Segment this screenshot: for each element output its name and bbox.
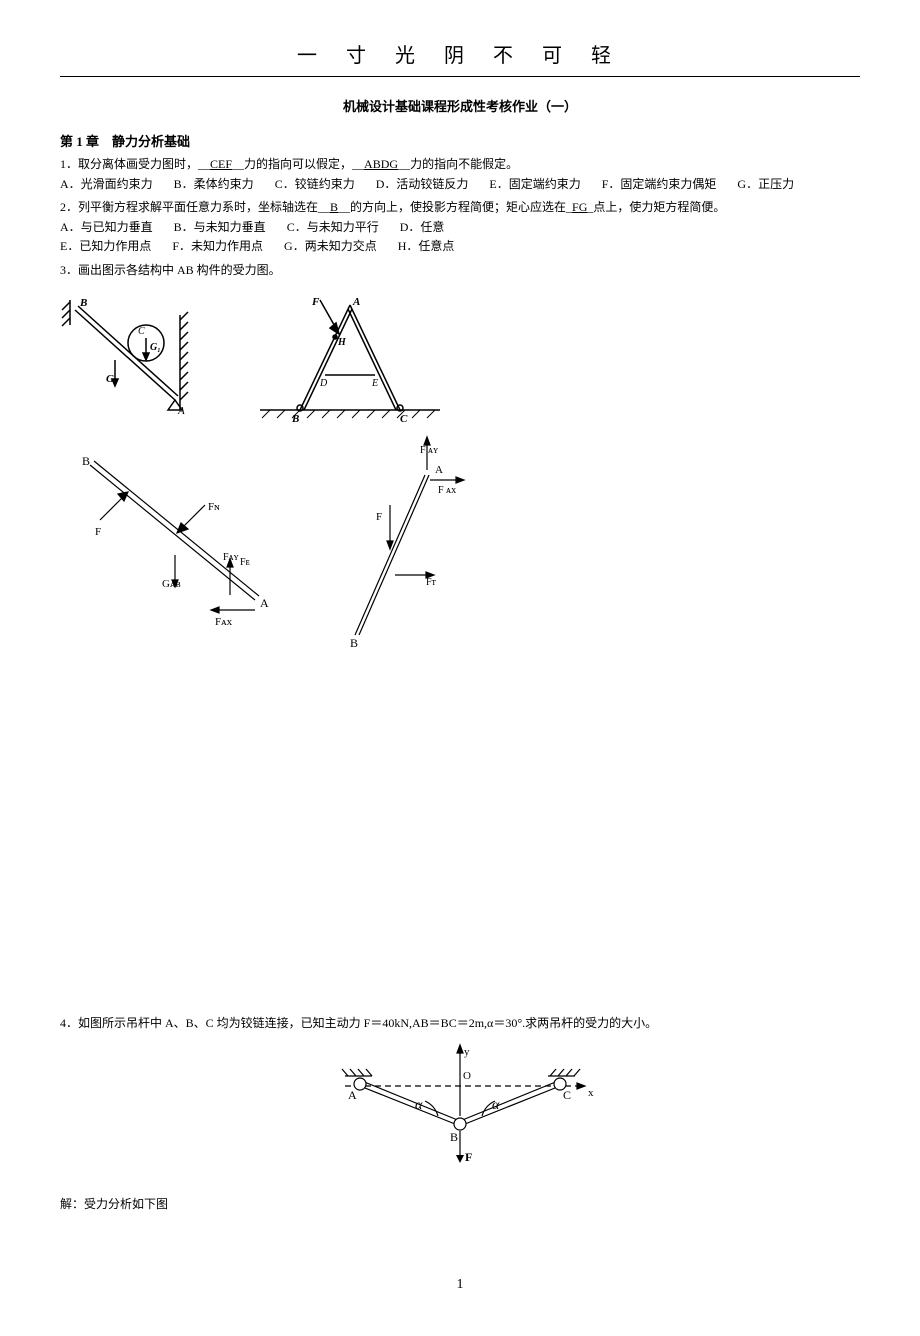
q2-opt-b: B．与未知力垂直 xyxy=(174,220,266,234)
q2-opt-c: C．与未知力平行 xyxy=(287,220,379,234)
q1-options: A．光滑面约束力 B．柔体约束力 C．铰链约束力 D．活动铰链反力 E．固定端约… xyxy=(60,175,860,194)
svg-text:α: α xyxy=(415,1098,423,1113)
svg-text:y: y xyxy=(464,1046,470,1058)
svg-text:F: F xyxy=(376,511,382,523)
svg-text:G₁: G₁ xyxy=(150,342,161,353)
svg-text:A: A xyxy=(260,596,269,610)
q1-opt-g: G．正压力 xyxy=(737,177,794,191)
svg-text:B: B xyxy=(350,636,358,650)
svg-text:H: H xyxy=(337,337,347,348)
svg-text:α: α xyxy=(492,1098,500,1113)
svg-text:F ᴀʏ: F ᴀʏ xyxy=(420,445,438,456)
svg-text:C: C xyxy=(563,1088,571,1102)
solution-4: 解：受力分析如下图 xyxy=(60,1195,860,1214)
question-1: 1．取分离体画受力图时，__CEF__力的指向可以假定，__ABDG__力的指向… xyxy=(60,155,860,174)
svg-text:F: F xyxy=(311,296,320,308)
q1-opt-a: A．光滑面约束力 xyxy=(60,177,153,191)
svg-text:x: x xyxy=(588,1087,594,1099)
document-title: 机械设计基础课程形成性考核作业（一） xyxy=(60,97,860,118)
svg-text:G: G xyxy=(106,373,114,385)
svg-text:B: B xyxy=(450,1130,458,1144)
figure-1: B C G₁ G A xyxy=(60,290,210,425)
question-3: 3．画出图示各结构中 AB 构件的受力图。 xyxy=(60,261,860,280)
svg-text:C: C xyxy=(400,413,408,425)
header-rule xyxy=(60,76,860,77)
page-number: 1 xyxy=(60,1274,860,1296)
chapter-heading: 第 1 章 静力分析基础 xyxy=(60,132,860,153)
svg-text:Gᴀʙ: Gᴀʙ xyxy=(162,578,181,590)
svg-text:F: F xyxy=(465,1150,472,1164)
q2-opt-f: F．未知力作用点 xyxy=(172,239,263,253)
figure-5: y O x A C B α α F xyxy=(60,1041,860,1181)
svg-text:F ᴀx: F ᴀx xyxy=(438,485,456,496)
q1-opt-e: E．固定端约束力 xyxy=(489,177,580,191)
svg-text:C: C xyxy=(138,326,145,337)
svg-text:A: A xyxy=(435,464,443,476)
q2-opt-d: D．任意 xyxy=(400,220,445,234)
svg-text:Fᴀx: Fᴀx xyxy=(215,616,233,628)
svg-text:D: D xyxy=(319,378,328,389)
svg-text:Fᴀʏ: Fᴀʏ xyxy=(223,552,239,563)
svg-text:Fᴛ: Fᴛ xyxy=(426,577,437,588)
q1-opt-f: F．固定端约束力偶矩 xyxy=(602,177,717,191)
svg-text:B: B xyxy=(291,413,299,425)
q1-opt-c: C．铰链约束力 xyxy=(275,177,355,191)
q2-opt-g: G．两未知力交点 xyxy=(284,239,377,253)
svg-text:Fɴ: Fɴ xyxy=(208,501,220,513)
q1-opt-b: B．柔体约束力 xyxy=(174,177,254,191)
question-4: 4．如图所示吊杆中 A、B、C 均为铰链连接，已知主动力 F＝40kN,AB＝B… xyxy=(60,1014,860,1033)
q2-opt-a: A．与已知力垂直 xyxy=(60,220,153,234)
svg-text:A: A xyxy=(177,405,185,417)
svg-text:B: B xyxy=(79,297,87,309)
svg-text:F: F xyxy=(95,526,101,538)
svg-text:O: O xyxy=(463,1070,471,1082)
question-2: 2．列平衡方程求解平面任意力系时，坐标轴选在__B__的方向上，使投影方程简便；… xyxy=(60,198,860,217)
q2-opt-h: H．任意点 xyxy=(398,239,455,253)
svg-text:B: B xyxy=(82,454,90,468)
figure-3: B F Fɴ Gᴀʙ Fᴀʏ Fᴇ Fᴀx A xyxy=(60,435,290,655)
figure-4: F ᴀʏ A F ᴀx F Fᴛ B xyxy=(320,435,470,655)
q2-options: A．与已知力垂直 B．与未知力垂直 C．与未知力平行 D．任意 E．已知力作用点… xyxy=(60,218,860,256)
svg-text:E: E xyxy=(371,378,378,389)
page-header: 一 寸 光 阴 不 可 轻 xyxy=(60,40,860,72)
q1-opt-d: D．活动铰链反力 xyxy=(376,177,469,191)
figure-2: A F H D E B C xyxy=(240,290,460,425)
svg-text:A: A xyxy=(352,296,360,308)
svg-text:A: A xyxy=(348,1088,357,1102)
q2-opt-e: E．已知力作用点 xyxy=(60,239,151,253)
svg-text:Fᴇ: Fᴇ xyxy=(240,557,250,568)
